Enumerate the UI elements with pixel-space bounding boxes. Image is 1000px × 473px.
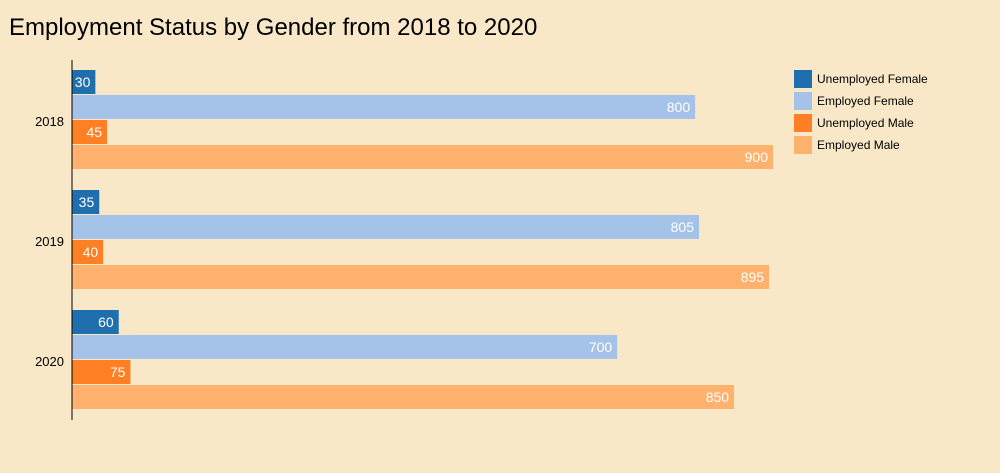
legend-swatch-employed-female [794, 92, 812, 110]
bar-unemployed-male-2019 [72, 240, 104, 264]
legend: Unemployed Female Employed Female Unemploy… [794, 70, 928, 154]
bar-label-employed-male-2020: 850 [706, 389, 730, 405]
bar-label-unemployed-male-2020: 75 [110, 364, 126, 380]
bar-employed-female-2019 [72, 215, 700, 239]
bar-label-unemployed-female-2020: 60 [98, 314, 114, 330]
y-tick-label-2018: 2018 [35, 114, 64, 129]
bar-unemployed-female-2019 [72, 190, 100, 214]
bar-label-employed-female-2020: 700 [589, 339, 613, 355]
bar-label-employed-female-2018: 800 [667, 99, 691, 115]
bar-label-employed-male-2019: 895 [741, 269, 765, 285]
legend-swatch-unemployed-female [794, 70, 812, 88]
bar-unemployed-female-2020 [72, 310, 119, 334]
bar-unemployed-male-2018 [72, 120, 108, 144]
chart-title: Employment Status by Gender from 2018 to… [9, 14, 538, 41]
legend-label-employed-male: Employed Male [817, 138, 900, 152]
bar-label-employed-male-2018: 900 [745, 149, 769, 165]
bar-label-unemployed-female-2019: 35 [79, 194, 95, 210]
y-tick-label-2020: 2020 [35, 354, 64, 369]
legend-swatch-employed-male [794, 136, 812, 154]
legend-swatch-unemployed-male [794, 114, 812, 132]
bar-employed-male-2020 [72, 385, 735, 409]
bar-unemployed-male-2020 [72, 360, 131, 384]
bar-employed-female-2018 [72, 95, 696, 119]
bar-employed-male-2019 [72, 265, 770, 289]
bar-label-unemployed-male-2018: 45 [86, 124, 102, 140]
legend-label-unemployed-female: Unemployed Female [817, 72, 928, 86]
y-axis-ticks: 2018 2019 2020 [35, 114, 64, 369]
y-tick-label-2019: 2019 [35, 234, 64, 249]
bar-employed-male-2018 [72, 145, 773, 169]
legend-label-employed-female: Employed Female [817, 94, 914, 108]
bar-employed-female-2020 [72, 335, 618, 359]
bar-unemployed-female-2018 [72, 70, 96, 94]
legend-label-unemployed-male: Unemployed Male [817, 116, 914, 130]
bar-label-employed-female-2019: 805 [671, 219, 695, 235]
bar-label-unemployed-female-2018: 30 [75, 74, 91, 90]
bars-group: 30 800 45 900 35 805 40 895 60 700 75 850 [72, 70, 773, 409]
bar-label-unemployed-male-2019: 40 [83, 244, 99, 260]
